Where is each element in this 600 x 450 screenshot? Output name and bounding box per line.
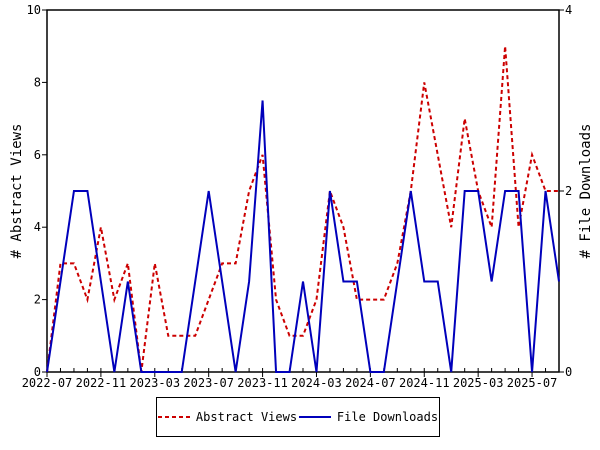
plot-frame: [46, 9, 560, 373]
y2-tick-label: 2: [565, 184, 572, 198]
y2-axis-label: # File Downloads: [578, 124, 594, 259]
x-tick-label: 2024-07: [345, 376, 396, 390]
y-axis-label: # Abstract Views: [9, 124, 25, 259]
x-tick-label: 2024-11: [399, 376, 450, 390]
y2-tick-label: 0: [565, 365, 572, 379]
y-tick-label: 6: [34, 148, 41, 162]
y-tick-label: 8: [34, 75, 41, 89]
x-tick-label: 2025-07: [507, 376, 558, 390]
legend-swatch-dashed: [157, 416, 190, 418]
legend-label: Abstract Views: [195, 410, 298, 424]
y-tick-label: 2: [34, 293, 41, 307]
legend-item-abstract-views: Abstract Views: [157, 410, 298, 424]
x-tick-label: 2023-03: [130, 376, 181, 390]
x-tick-label: 2022-11: [76, 376, 127, 390]
legend: Abstract Views File Downloads: [156, 397, 440, 437]
x-tick-label: 2025-03: [453, 376, 504, 390]
y-tick-label: 4: [34, 220, 41, 234]
y-tick-label: 10: [27, 3, 41, 17]
legend-label: File Downloads: [336, 410, 439, 424]
x-tick-label: 2024-03: [291, 376, 342, 390]
y2-tick-label: 4: [565, 3, 572, 17]
x-tick-label: 2023-11: [237, 376, 288, 390]
legend-swatch-solid: [298, 416, 331, 418]
legend-item-file-downloads: File Downloads: [298, 410, 439, 424]
series-line-abstract-views: [46, 46, 559, 373]
y-tick-label: 0: [34, 365, 41, 379]
x-tick-label: 2022-07: [22, 376, 73, 390]
x-tick-label: 2023-07: [183, 376, 234, 390]
series-line-file-downloads: [46, 100, 560, 373]
